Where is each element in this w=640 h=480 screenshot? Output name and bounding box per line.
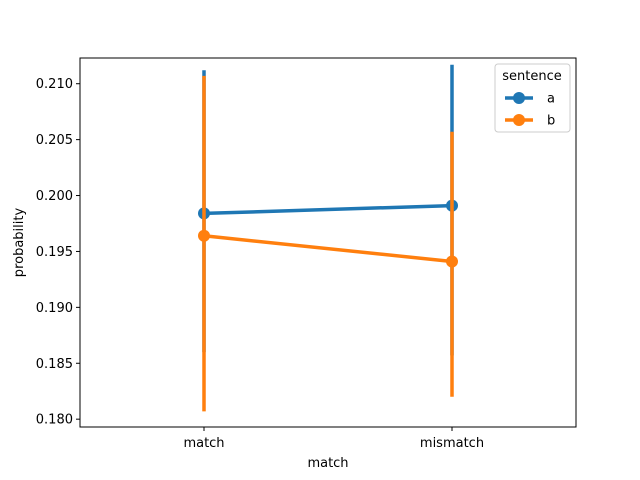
legend-marker xyxy=(513,114,525,126)
y-tick-label: 0.200 xyxy=(36,189,73,204)
x-axis-label: match xyxy=(307,456,348,471)
legend-item-a: a xyxy=(505,92,555,107)
x-tick-label: match xyxy=(183,436,224,451)
y-tick-label: 0.210 xyxy=(36,77,73,92)
x-axis: match mismatch xyxy=(183,427,484,451)
series-b xyxy=(198,75,458,412)
y-tick-label: 0.195 xyxy=(36,245,73,260)
legend-marker xyxy=(513,92,525,104)
y-axis: 0.180 0.185 0.190 0.195 0.200 0.205 0.210 xyxy=(36,77,80,428)
series-line xyxy=(203,234,453,264)
y-tick-label: 0.185 xyxy=(36,357,73,372)
legend-item-b: b xyxy=(505,114,555,129)
series-a xyxy=(198,64,458,356)
data-point xyxy=(198,229,210,242)
y-axis-label: probability xyxy=(12,208,27,278)
plot-frame xyxy=(79,57,577,428)
y-tick-label: 0.190 xyxy=(36,301,73,316)
legend-label: b xyxy=(547,114,555,129)
series-line xyxy=(203,203,453,216)
legend: sentence ab xyxy=(494,63,571,133)
legend-label: a xyxy=(547,92,555,107)
legend-title: sentence xyxy=(502,69,562,84)
y-tick-label: 0.180 xyxy=(36,413,73,428)
data-point xyxy=(446,255,458,268)
y-tick-label: 0.205 xyxy=(36,133,73,148)
x-tick-label: mismatch xyxy=(420,436,484,451)
plot-marks xyxy=(198,64,458,412)
